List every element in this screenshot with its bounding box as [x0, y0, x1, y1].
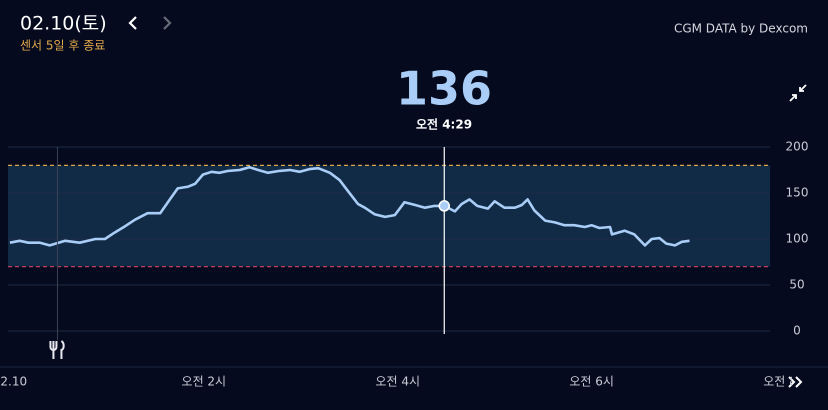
prev-button[interactable]	[128, 16, 137, 30]
y-tick-label: 0	[793, 324, 801, 338]
forward-button[interactable]	[788, 376, 803, 388]
x-tick-label: 오전 4시	[375, 375, 420, 389]
x-tick-label: 오전 6시	[569, 375, 614, 389]
x-labels: 02.10 오전 2시 오전 4시 오전 6시 오전 8시	[0, 375, 808, 389]
meal-icon	[49, 340, 65, 359]
y-tick-label: 150	[786, 186, 809, 200]
y-tick-label: 100	[786, 232, 809, 246]
y-tick-label: 200	[786, 140, 809, 154]
plot-area	[8, 146, 770, 332]
sensor-note: 센서 5일 후 종료	[20, 39, 105, 53]
cursor-dot	[438, 200, 451, 212]
current-time: 오전 4:29	[416, 117, 472, 132]
x-tick-label: 02.10	[0, 375, 27, 389]
x-tick-label: 오전 8시	[763, 375, 808, 389]
x-tick-label: 오전 2시	[182, 375, 227, 389]
date-title: 02.10(토)	[20, 13, 107, 35]
y-tick-label: 50	[789, 278, 804, 292]
next-button[interactable]	[163, 16, 172, 30]
source-label: CGM DATA by Dexcom	[674, 22, 808, 36]
collapse-button[interactable]	[789, 84, 807, 102]
current-value: 136	[396, 62, 492, 116]
glucose-line	[9, 165, 690, 247]
